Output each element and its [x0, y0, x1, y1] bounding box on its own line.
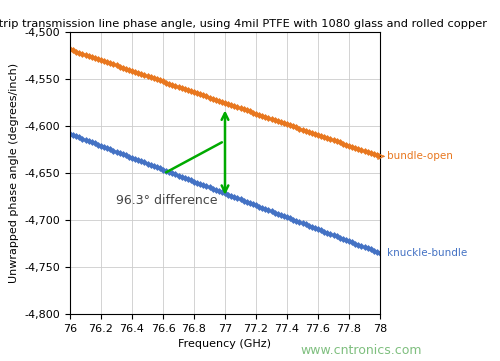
knuckle-bundle: [300, 221, 306, 225]
bundle-open: [88, 55, 94, 59]
knuckle-bundle: [88, 140, 94, 144]
knuckle-bundle: [377, 251, 383, 255]
X-axis label: Frequency (GHz): Frequency (GHz): [178, 339, 272, 349]
Line: knuckle-bundle: knuckle-bundle: [68, 131, 382, 256]
Y-axis label: Unwrapped phase angle (degrees/inch): Unwrapped phase angle (degrees/inch): [9, 63, 19, 283]
bundle-open: [253, 112, 259, 116]
Text: knuckle-bundle: knuckle-bundle: [387, 248, 467, 258]
knuckle-bundle: [253, 203, 259, 208]
knuckle-bundle: [210, 187, 216, 191]
bundle-open: [284, 122, 290, 126]
bundle-open: [300, 127, 306, 132]
Text: 96.3° difference: 96.3° difference: [116, 194, 218, 207]
bundle-open: [377, 154, 383, 158]
Title: Microstrip transmission line phase angle, using 4mil PTFE with 1080 glass and ro: Microstrip transmission line phase angle…: [0, 19, 488, 29]
knuckle-bundle: [144, 161, 150, 166]
Text: bundle-open: bundle-open: [387, 151, 453, 161]
bundle-open: [67, 47, 73, 52]
bundle-open: [144, 74, 150, 78]
knuckle-bundle: [284, 215, 290, 219]
knuckle-bundle: [67, 132, 73, 136]
Text: www.cntronics.com: www.cntronics.com: [300, 344, 422, 357]
bundle-open: [210, 96, 216, 101]
Line: bundle-open: bundle-open: [68, 47, 382, 159]
